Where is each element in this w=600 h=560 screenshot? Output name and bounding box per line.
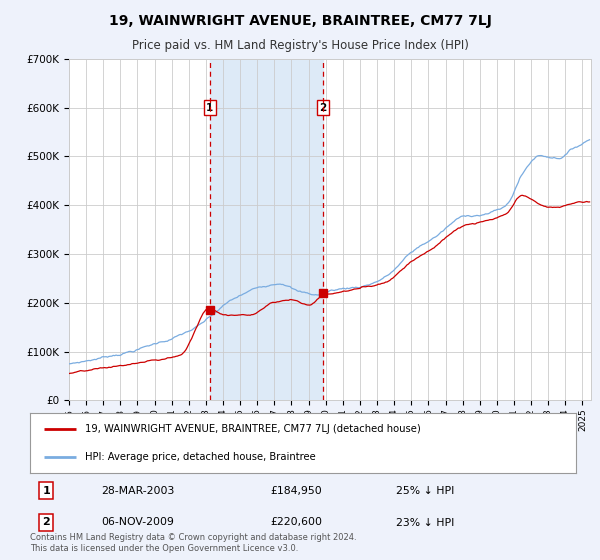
Text: HPI: Average price, detached house, Braintree: HPI: Average price, detached house, Brai…: [85, 452, 316, 462]
Text: 25% ↓ HPI: 25% ↓ HPI: [396, 486, 454, 496]
Text: £184,950: £184,950: [270, 486, 322, 496]
Text: 2: 2: [320, 102, 327, 113]
Text: 19, WAINWRIGHT AVENUE, BRAINTREE, CM77 7LJ (detached house): 19, WAINWRIGHT AVENUE, BRAINTREE, CM77 7…: [85, 424, 421, 434]
Text: 06-NOV-2009: 06-NOV-2009: [101, 517, 174, 528]
Text: 28-MAR-2003: 28-MAR-2003: [101, 486, 175, 496]
Text: 1: 1: [43, 486, 50, 496]
Text: 2: 2: [43, 517, 50, 528]
Text: Contains HM Land Registry data © Crown copyright and database right 2024.
This d: Contains HM Land Registry data © Crown c…: [30, 533, 356, 553]
Text: £220,600: £220,600: [270, 517, 322, 528]
Text: 1: 1: [206, 102, 214, 113]
Bar: [210, 59, 323, 400]
Text: 23% ↓ HPI: 23% ↓ HPI: [396, 517, 454, 528]
Text: 19, WAINWRIGHT AVENUE, BRAINTREE, CM77 7LJ: 19, WAINWRIGHT AVENUE, BRAINTREE, CM77 7…: [109, 14, 491, 28]
Text: Price paid vs. HM Land Registry's House Price Index (HPI): Price paid vs. HM Land Registry's House …: [131, 39, 469, 52]
